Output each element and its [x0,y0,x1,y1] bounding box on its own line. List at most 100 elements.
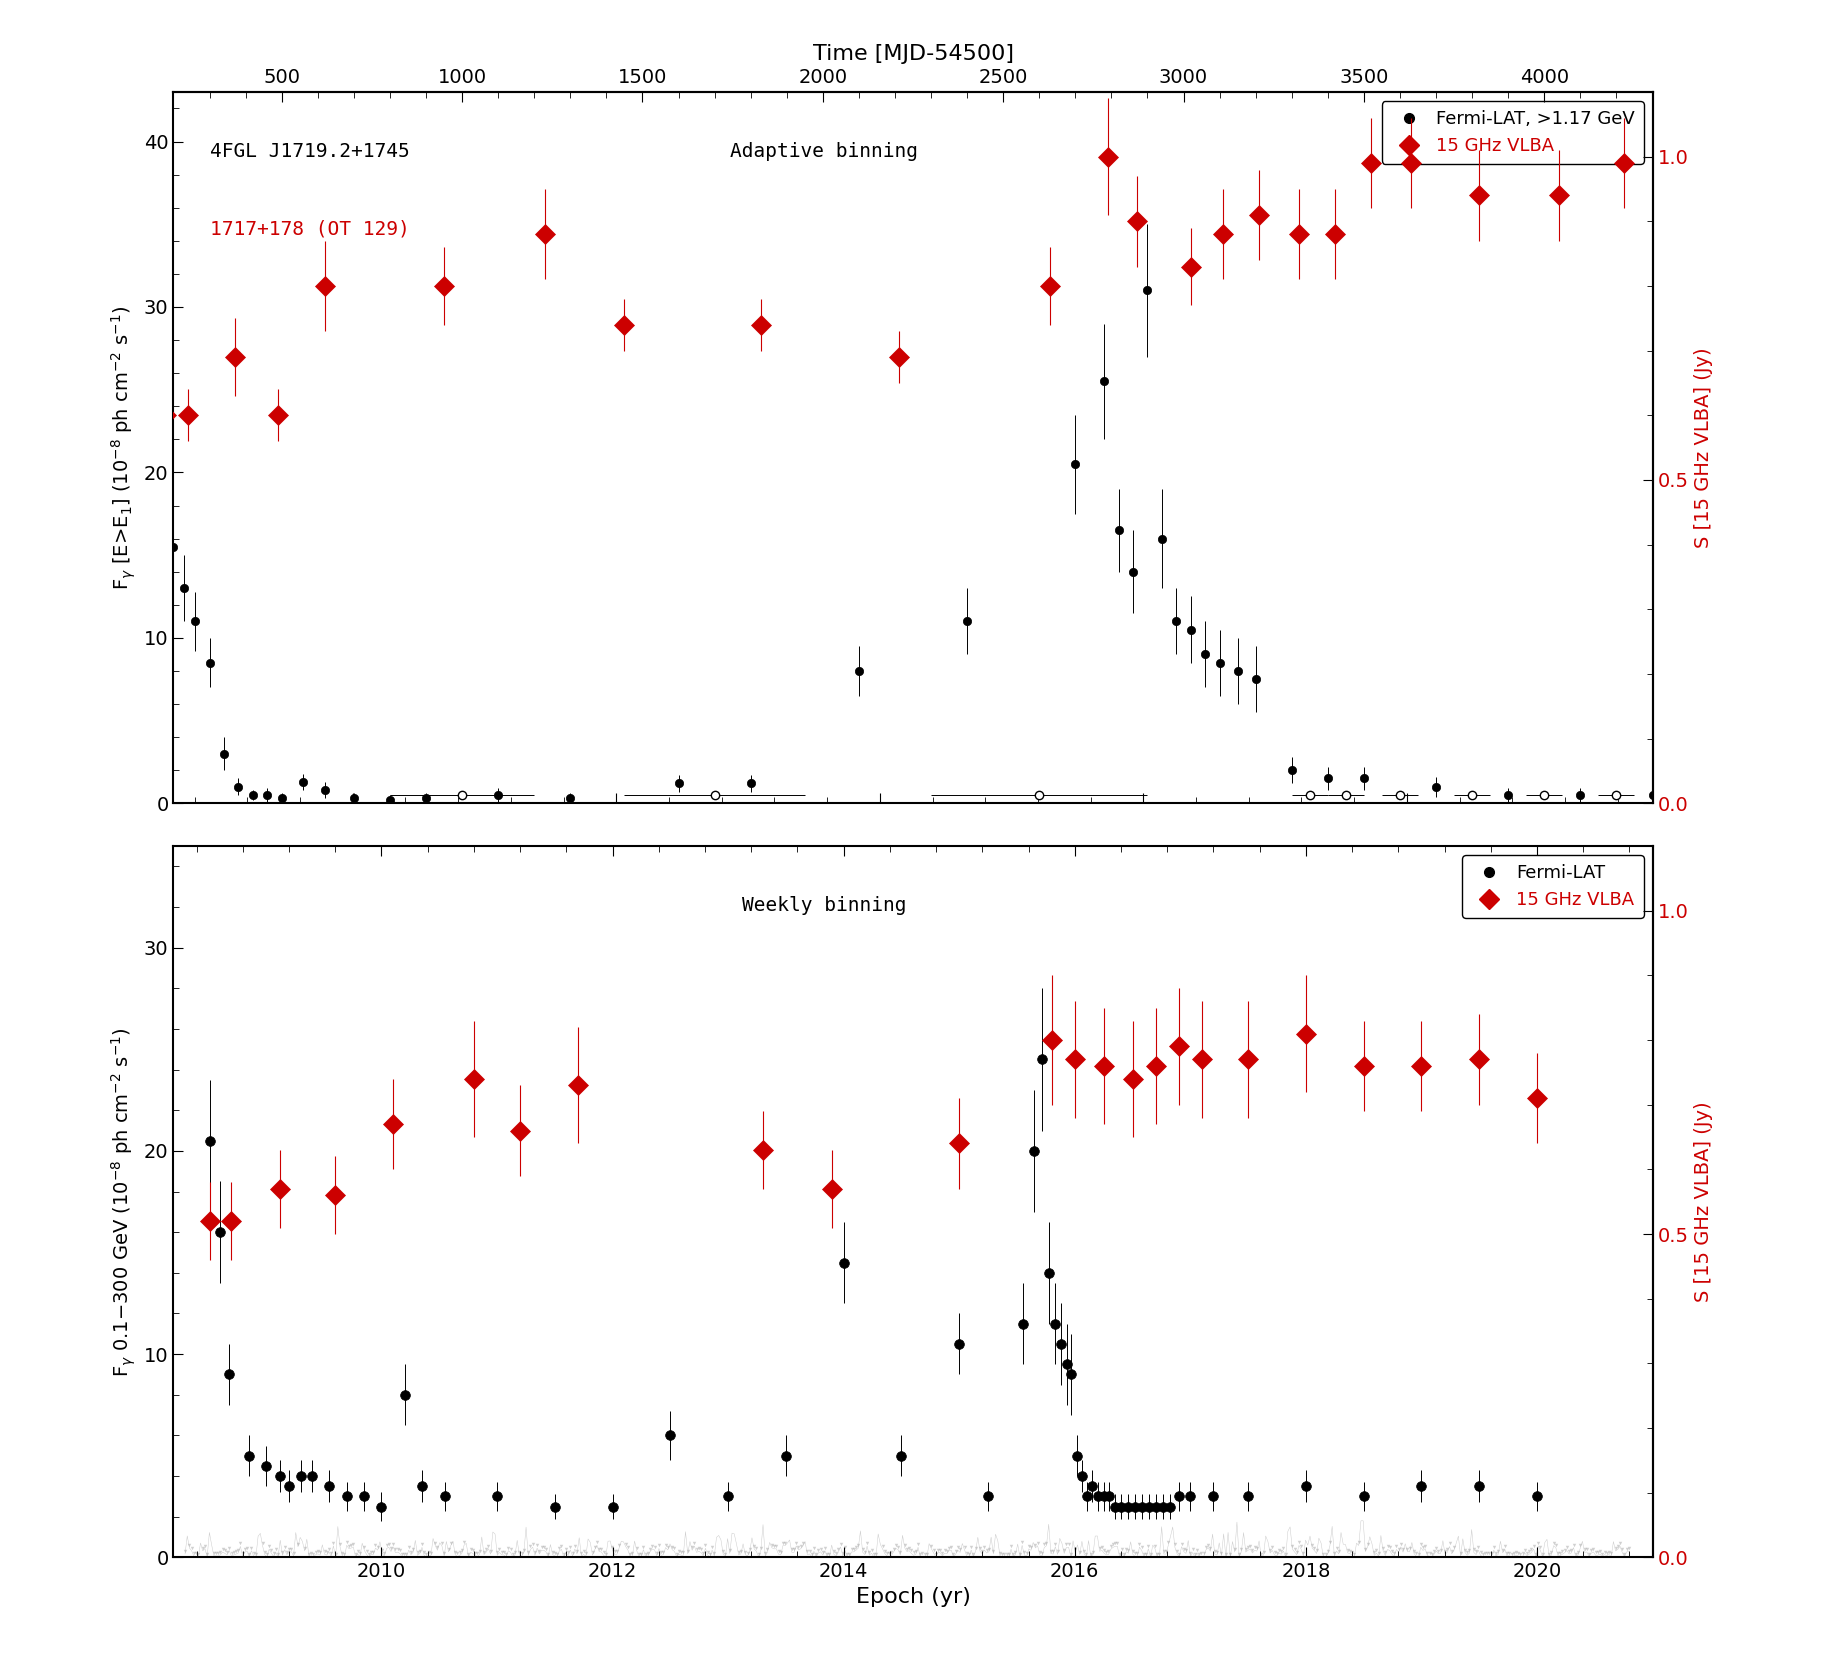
Point [1537,1539,1567,1566]
Point [778,1536,807,1562]
Point [694,1539,723,1566]
Point [351,1534,380,1561]
Point [1125,1531,1154,1557]
Point [752,1536,782,1562]
Point [290,1534,320,1561]
Point [540,1539,570,1566]
Point [1180,1541,1209,1567]
Point [404,1539,433,1566]
Point [458,1537,488,1564]
Point [780,1536,809,1562]
Point [1519,1532,1548,1559]
Text: Adaptive binning: Adaptive binning [730,142,918,160]
Point [886,1539,915,1566]
Point [413,1541,442,1567]
Point [666,1539,696,1566]
Point [1611,1541,1640,1567]
Point [1183,1536,1212,1562]
Point [531,1536,561,1562]
Point [1114,1537,1143,1564]
Point [1351,1536,1380,1562]
Point [320,1529,349,1556]
Point [1512,1539,1541,1566]
Point [257,1537,287,1564]
Point [1430,1537,1459,1564]
Point [321,1541,351,1567]
Point [1269,1534,1298,1561]
Point [1054,1531,1083,1557]
Point [918,1536,948,1562]
Point [199,1539,228,1566]
Point [1105,1541,1134,1567]
Point [206,1539,236,1566]
Point [471,1536,500,1562]
Point [895,1534,924,1561]
Point [1107,1536,1136,1562]
Point [884,1534,913,1561]
Point [992,1541,1021,1567]
Point [813,1541,842,1567]
Point [1612,1536,1642,1562]
Point [354,1541,383,1567]
Point [232,1534,261,1561]
Point [358,1539,387,1566]
Point [1572,1536,1601,1562]
Point [345,1541,374,1567]
Point [338,1531,367,1557]
Point [968,1537,997,1564]
Point [1249,1539,1278,1566]
Point [343,1537,373,1564]
Point [316,1541,345,1567]
Point [352,1537,382,1564]
Point [272,1539,301,1566]
Point [1132,1541,1161,1567]
Point [986,1539,1015,1566]
Point [800,1534,829,1561]
Point [1424,1537,1453,1564]
Point [1479,1534,1508,1561]
Point [1231,1536,1260,1562]
Point [217,1541,247,1567]
Point [889,1531,918,1557]
Point [798,1541,827,1567]
Point [1472,1541,1501,1567]
Point [698,1534,727,1561]
Point [878,1536,908,1562]
Point [1453,1539,1483,1566]
Point [188,1534,217,1561]
Point [1439,1534,1468,1561]
Point [920,1541,950,1567]
Point [1202,1539,1231,1566]
Point [1200,1537,1229,1564]
Point [1435,1531,1464,1557]
Point [632,1541,661,1567]
Point [517,1532,546,1559]
Point [1554,1537,1583,1564]
Point [960,1534,990,1561]
Point [730,1539,760,1566]
Point [814,1541,844,1567]
Point [628,1534,657,1561]
Point [584,1536,614,1562]
Point [241,1541,270,1567]
Point [1065,1539,1094,1566]
Point [250,1539,279,1566]
Point [924,1536,953,1562]
Point [1085,1536,1114,1562]
Point [1167,1531,1196,1557]
Point [1127,1534,1156,1561]
Point [1238,1537,1267,1564]
Point [1541,1531,1570,1557]
Point [1450,1536,1479,1562]
Point [674,1537,703,1564]
Point [1012,1541,1041,1567]
Point [215,1534,245,1561]
Point [1508,1541,1537,1567]
Y-axis label: S [15 GHz VLBA] (Jy): S [15 GHz VLBA] (Jy) [1695,348,1713,548]
Point [825,1531,855,1557]
Point [259,1541,289,1567]
Point [1236,1532,1265,1559]
Point [248,1529,278,1556]
Point [1596,1541,1625,1567]
Point [181,1539,210,1566]
